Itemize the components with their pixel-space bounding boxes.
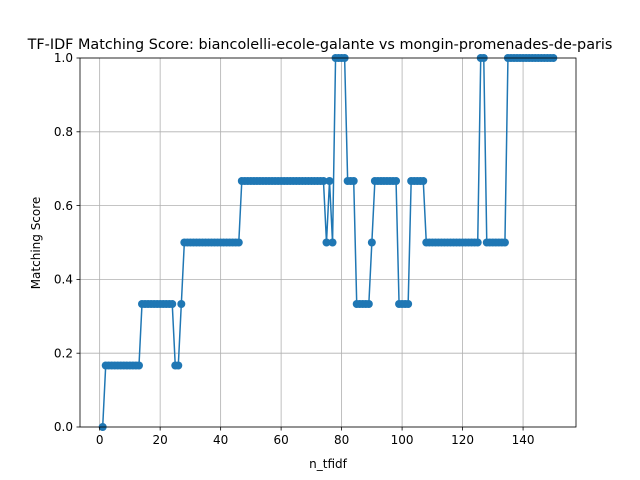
axes: 0 20 40 60 80 100 120 140 0.0 0.2 0.4 0.6 0.8 1.0 <box>54 51 577 447</box>
data-point <box>328 238 337 247</box>
data-point <box>404 300 413 309</box>
data-point <box>134 361 143 370</box>
y-tick-label: 0.0 <box>54 420 73 434</box>
data-point <box>364 300 373 309</box>
data-point <box>473 238 482 247</box>
data-point <box>349 176 358 185</box>
x-tick-label: 20 <box>153 433 168 447</box>
data-point <box>500 238 509 247</box>
data-point <box>419 176 428 185</box>
data-point <box>325 176 334 185</box>
y-tick-label: 0.4 <box>54 273 73 287</box>
x-axis-label: n_tfidf <box>309 457 347 471</box>
x-tick-label: 140 <box>512 433 535 447</box>
y-tick-label: 0.2 <box>54 346 73 360</box>
y-tick-label: 0.6 <box>54 199 73 213</box>
data-point <box>322 238 331 247</box>
data-point <box>168 300 177 309</box>
data-point <box>234 238 243 247</box>
y-tick-label: 0.8 <box>54 125 73 139</box>
y-tick-label: 1.0 <box>54 51 73 65</box>
data-point <box>319 176 328 185</box>
x-tick-label: 120 <box>451 433 474 447</box>
x-tick-label: 80 <box>334 433 349 447</box>
data-point <box>174 361 183 370</box>
data-point <box>367 238 376 247</box>
x-tick-label: 60 <box>273 433 288 447</box>
data-point <box>392 176 401 185</box>
x-tick-label: 40 <box>213 433 228 447</box>
y-axis-label: Matching Score <box>29 197 43 290</box>
chart-title: TF-IDF Matching Score: biancolelli-ecole… <box>27 37 613 53</box>
x-tick-label: 100 <box>391 433 414 447</box>
data-point <box>177 300 186 309</box>
x-tick-label: 0 <box>96 433 104 447</box>
axes-frame <box>79 57 577 428</box>
